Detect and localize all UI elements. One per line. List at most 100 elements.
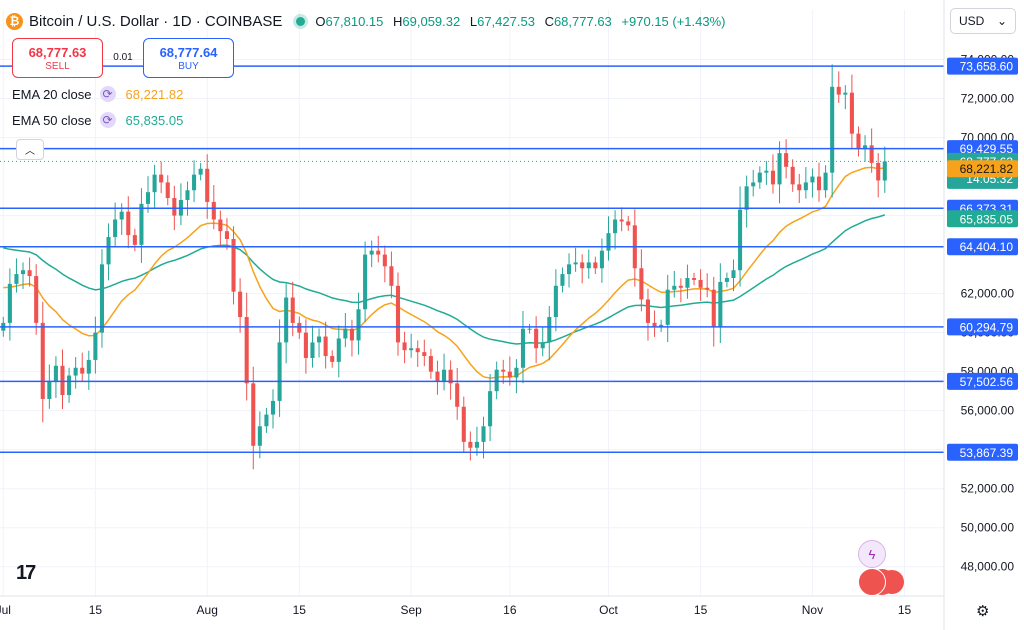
tradingview-logo[interactable]: 17 [16, 562, 36, 584]
candle-body [60, 365, 65, 396]
candle-body [270, 400, 276, 415]
level-tag-text: 60,294.79 [960, 320, 1014, 334]
price-tick-label: 48,000.00 [961, 560, 1015, 574]
cycle-icon[interactable]: ⟳ [99, 86, 116, 102]
candle-body [435, 371, 440, 382]
ema-20-legend[interactable]: EMA 20 close ⟳ 68,221.82 [12, 84, 183, 104]
candle-body [849, 92, 854, 134]
buy-price: 68,777.64 [159, 44, 218, 60]
time-tick-label: Jul [0, 603, 11, 617]
candle-body [310, 342, 315, 358]
candle-body [566, 264, 572, 275]
candle-body [619, 219, 624, 222]
candle-body [685, 278, 690, 288]
candle-body [73, 367, 78, 376]
candle-body [836, 86, 841, 95]
ema-20-tag-bg [947, 160, 1018, 178]
candle-body [803, 182, 808, 191]
price-tick-label: 62,000.00 [961, 287, 1015, 301]
high-value: 69,059.32 [402, 13, 461, 29]
level-tag-bg [947, 238, 1018, 256]
candle-body [586, 262, 591, 269]
candle-body [369, 250, 374, 255]
candle-body [251, 383, 256, 446]
candle-body [488, 391, 493, 427]
candle-body [152, 174, 157, 193]
price-axis[interactable]: 48,000.0050,000.0052,000.0054,000.0056,0… [943, 0, 1015, 630]
candle-body [389, 266, 394, 286]
symbol-title[interactable]: Bitcoin / U.S. Dollar · 1D · COINBASE [29, 12, 283, 30]
candle-body [211, 201, 216, 220]
candle-body [718, 281, 723, 327]
candle-body [224, 231, 229, 239]
candle-body [711, 289, 716, 327]
candle-body [172, 198, 177, 216]
economic-events-icon[interactable] [858, 568, 886, 596]
ema-20-name: EMA 20 close [12, 86, 92, 102]
candle-body [139, 203, 144, 245]
collapse-legend-button[interactable]: ︿ [16, 139, 44, 160]
gear-icon[interactable]: ⚙ [976, 603, 990, 620]
candle-body [297, 322, 302, 333]
level-tag-text: 64,404.10 [960, 240, 1014, 254]
candle-body [823, 172, 828, 191]
change-value: +970.15 (+1.43%) [621, 13, 726, 29]
candle-body [376, 250, 381, 255]
candle-body [731, 270, 736, 279]
candle-body [382, 254, 387, 267]
low-value: 67,427.53 [477, 13, 535, 29]
candle-body [86, 359, 91, 374]
candle-body [481, 426, 486, 442]
time-tick-label: Sep [400, 603, 422, 617]
ema-50-legend[interactable]: EMA 50 close ⟳ 65,835.05 [12, 110, 183, 130]
buy-button[interactable]: 68,777.64 BUY [143, 38, 234, 78]
low-label: L [469, 13, 478, 29]
candle-body [349, 328, 354, 341]
candle-body [507, 371, 512, 378]
level-tag-bg [947, 57, 1018, 75]
open-label: O [315, 13, 326, 29]
candle-body [428, 356, 433, 372]
price-tick-label: 52,000.00 [961, 482, 1015, 496]
candle-body [205, 168, 210, 202]
candle-body [126, 211, 131, 236]
candle-body [797, 184, 802, 191]
currency-value: USD [959, 14, 985, 28]
price-tags: 73,658.6069,429.5566,373.3164,404.1060,2… [947, 57, 1018, 461]
candle-body [93, 332, 98, 360]
level-tag-bg [947, 318, 1018, 336]
time-tick-label: Nov [802, 603, 823, 617]
market-open-icon [296, 16, 306, 26]
candle-body [53, 365, 58, 382]
candle-body [672, 285, 677, 290]
candle-body [705, 287, 710, 290]
flash-icon[interactable]: ϟ [858, 540, 886, 568]
candle-body [336, 338, 341, 362]
currency-select[interactable]: USD ⌄ [950, 8, 1016, 34]
candle-body [573, 262, 578, 265]
ema-50-tag-bg [947, 210, 1018, 228]
symbol-header: ₿ Bitcoin / U.S. Dollar · 1D · COINBASE … [6, 8, 732, 34]
sell-label: SELL [45, 60, 70, 72]
candle-body [659, 324, 664, 327]
time-axis[interactable]: Jul 15 Aug 15 Sep 16 Oct 15 Nov 15 [0, 595, 944, 617]
sell-button[interactable]: 68,777.63 SELL [12, 38, 103, 78]
candle-body [395, 285, 401, 343]
sell-price: 68,777.63 [28, 44, 87, 60]
cycle-icon[interactable]: ⟳ [99, 112, 116, 128]
ema-50-path [3, 214, 886, 345]
ema-20-value: 68,221.82 [125, 86, 184, 102]
candle-body [869, 145, 874, 163]
candle-body [145, 192, 151, 204]
candle-body [47, 381, 52, 399]
candle-body [40, 322, 45, 399]
ema-50-tag-text: 65,835.05 [960, 212, 1014, 226]
candle-body [34, 276, 39, 323]
candle-body [80, 367, 85, 374]
candle-body [198, 168, 203, 175]
level-tag-bg [947, 443, 1018, 461]
time-tick-label: 15 [293, 603, 307, 617]
candle-body [165, 182, 170, 199]
candle-body [757, 172, 762, 183]
candle-body [422, 352, 427, 357]
